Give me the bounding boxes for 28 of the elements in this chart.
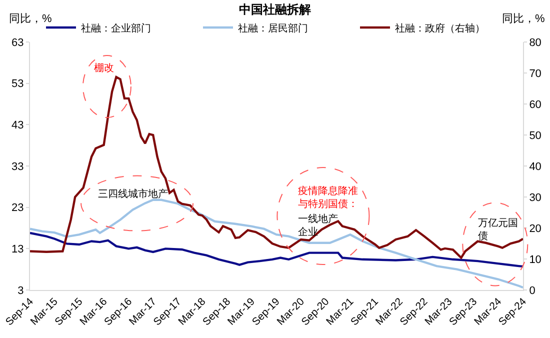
y2-tick-label: 60 — [529, 98, 542, 111]
y-tick-label: 3 — [18, 284, 24, 297]
y2-axis-title: 同比，% — [502, 12, 545, 25]
y-tick-label: 63 — [12, 36, 24, 49]
annotation: 一线地产企业 — [298, 213, 338, 238]
legend-label: 社融：企业部门 — [81, 22, 151, 34]
annotation: 棚改 — [94, 62, 114, 74]
y2-tick-label: 80 — [529, 36, 542, 49]
y2-tick-label: 0 — [529, 284, 536, 297]
chart-title: 中国社融拆解 — [239, 2, 311, 16]
y-tick-label: 13 — [12, 244, 24, 256]
annotation: 疫情降息降准与特别国债： — [298, 185, 358, 210]
y-tick-label: 33 — [12, 160, 24, 173]
legend-label: 社融：政府（右轴） — [395, 22, 485, 34]
legend-label: 社融：居民部门 — [238, 22, 308, 34]
annotation: 三四线城市地产 — [98, 188, 168, 200]
y2-tick-label: 40 — [529, 160, 542, 173]
y-tick-label: 43 — [12, 120, 24, 132]
line-series — [30, 76, 523, 259]
y2-tick-label: 70 — [529, 68, 542, 80]
y-axis-title: 同比，% — [9, 12, 52, 25]
y-tick-label: 53 — [12, 78, 24, 90]
y2-tick-label: 50 — [529, 130, 542, 142]
annotation: 万亿元国债 — [478, 218, 518, 242]
y2-tick-label: 30 — [529, 192, 542, 204]
y-tick-label: 23 — [12, 202, 24, 214]
y2-tick-label: 10 — [529, 254, 542, 266]
y2-tick-label: 20 — [529, 222, 542, 235]
